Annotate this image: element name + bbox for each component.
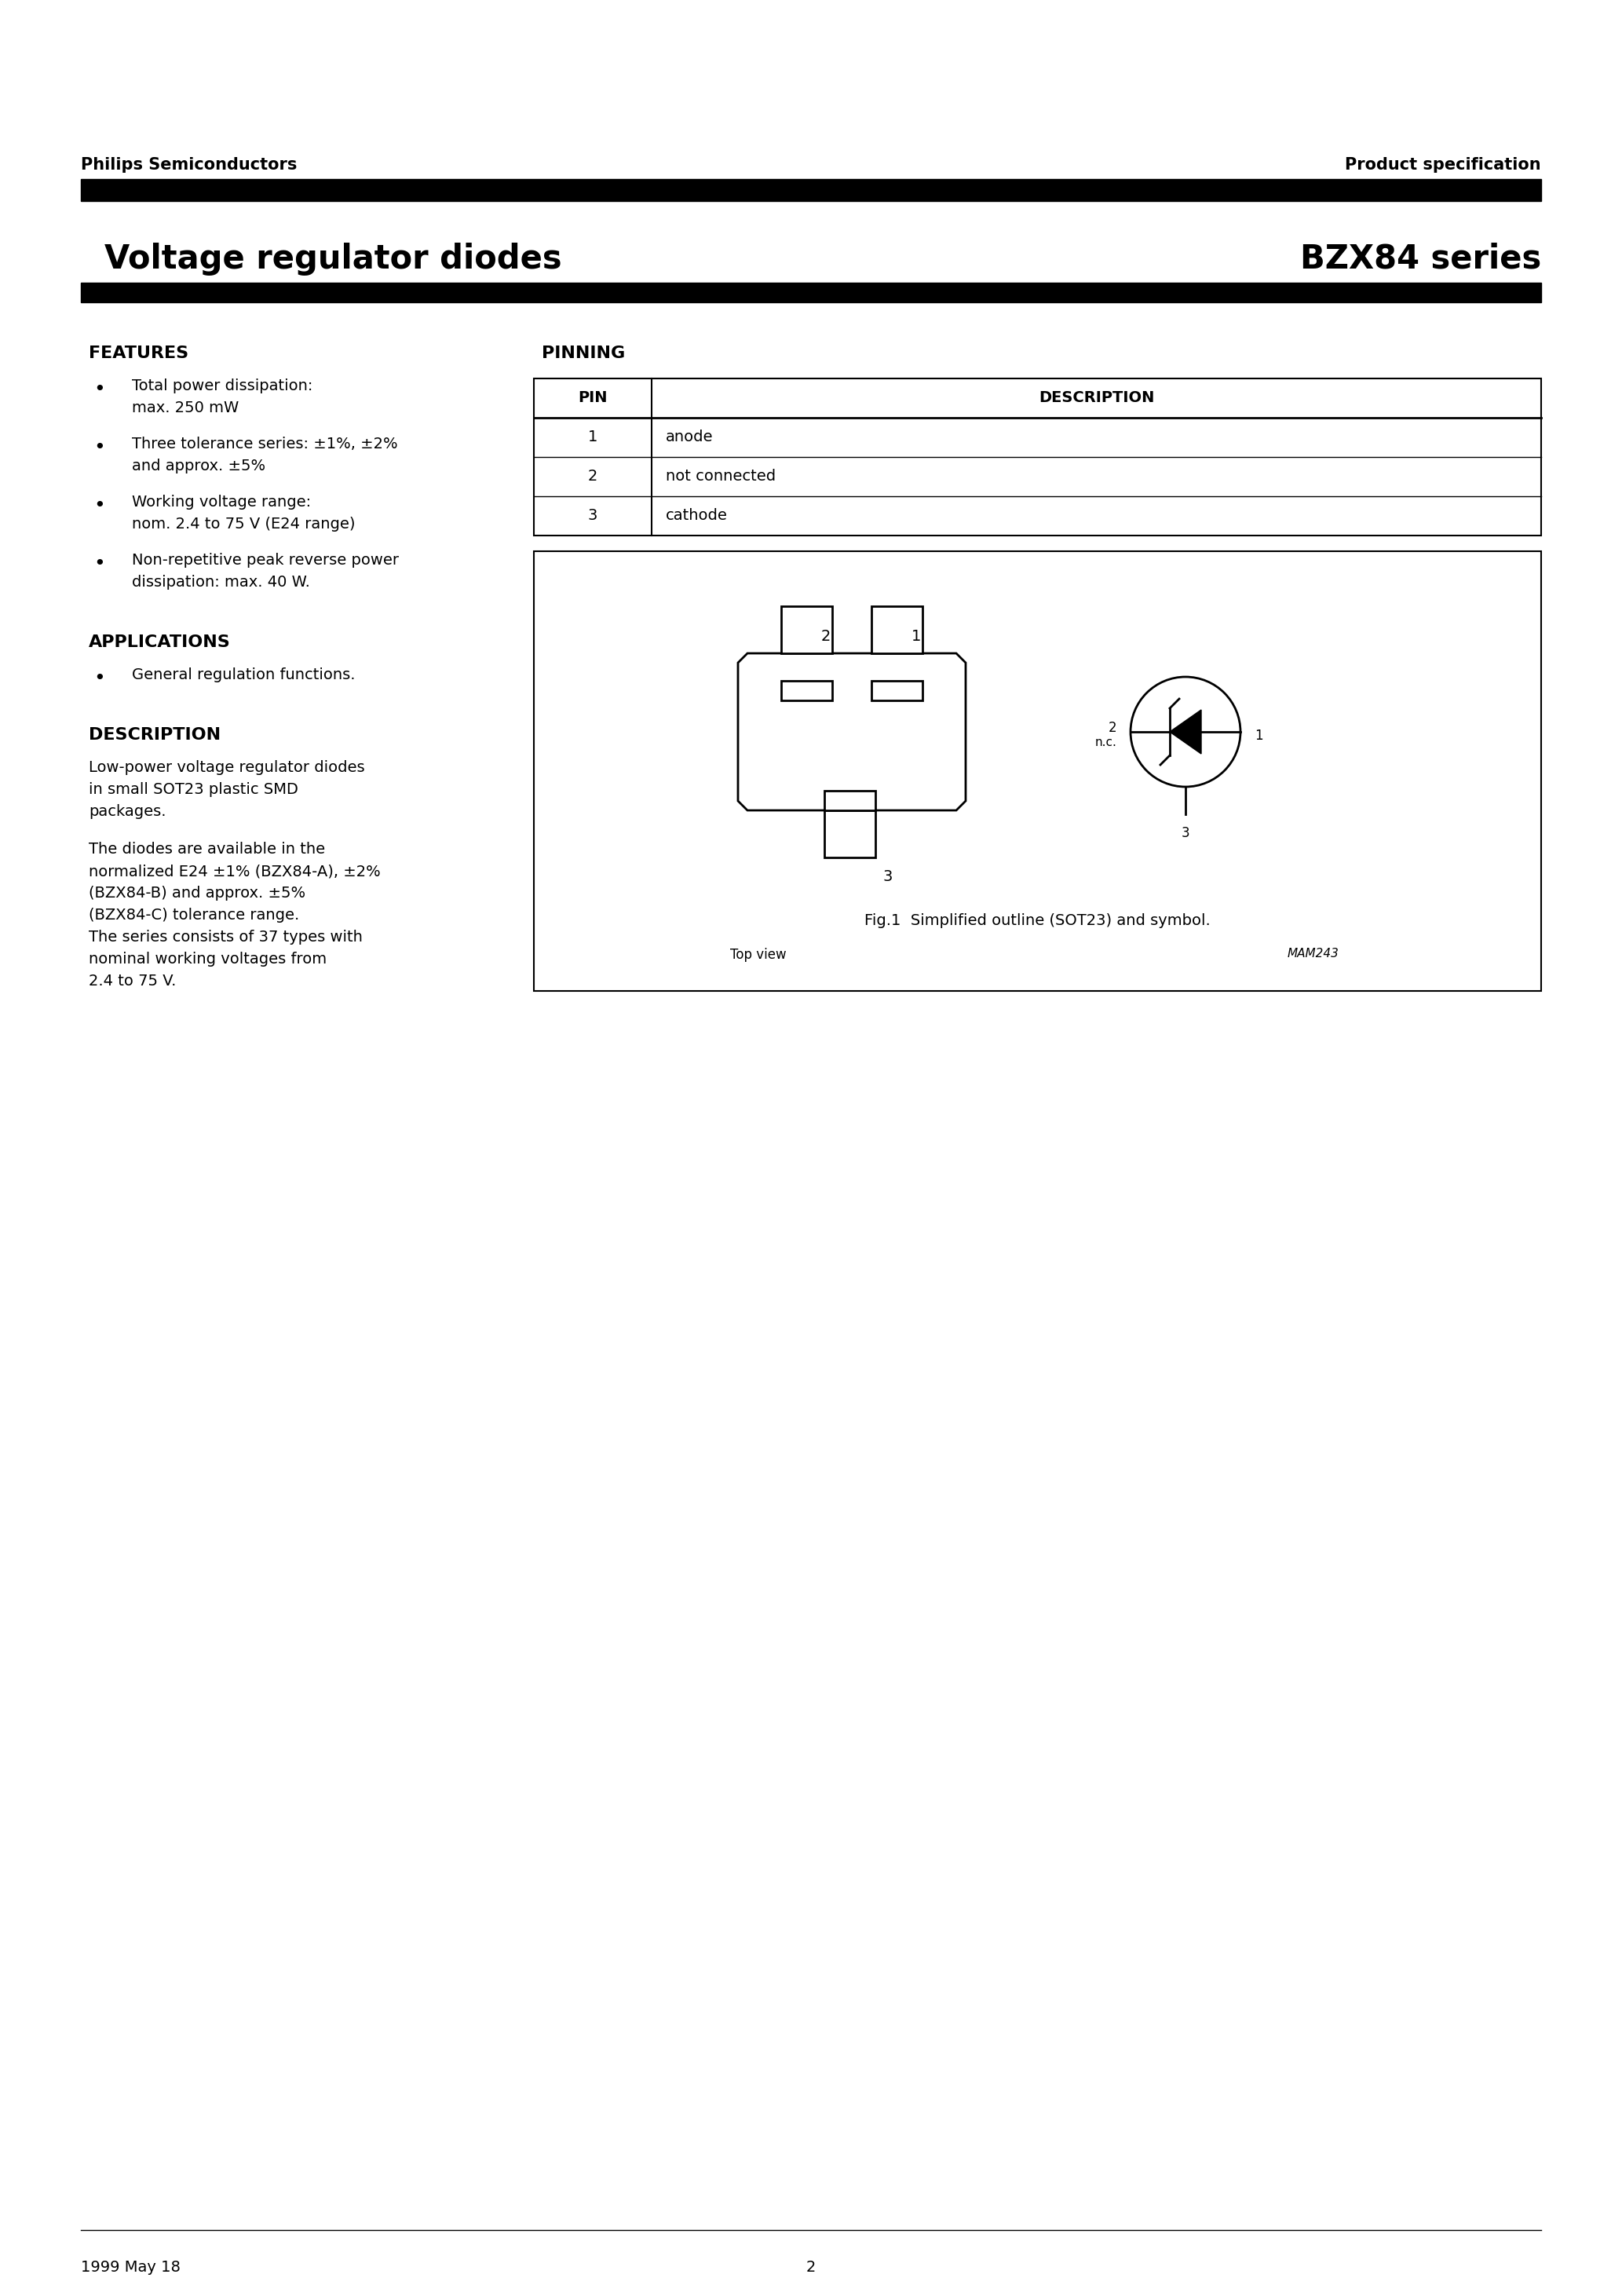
Text: dissipation: max. 40 W.: dissipation: max. 40 W. — [131, 574, 310, 590]
Text: 1: 1 — [912, 629, 921, 643]
Bar — [782, 606, 832, 654]
Text: APPLICATIONS: APPLICATIONS — [89, 634, 230, 650]
Text: Top view: Top view — [730, 948, 787, 962]
Bar — [534, 379, 1541, 535]
Text: Voltage regulator diodes: Voltage regulator diodes — [104, 243, 561, 276]
Text: nom. 2.4 to 75 V (E24 range): nom. 2.4 to 75 V (E24 range) — [131, 517, 355, 533]
Text: The series consists of 37 types with: The series consists of 37 types with — [89, 930, 363, 944]
Text: DESCRIPTION: DESCRIPTION — [89, 728, 221, 744]
Text: 1: 1 — [587, 429, 597, 445]
Text: •: • — [94, 668, 105, 689]
Text: 2: 2 — [821, 629, 830, 643]
Text: Non-repetitive peak reverse power: Non-repetitive peak reverse power — [131, 553, 399, 567]
Text: PIN: PIN — [577, 390, 608, 406]
Text: max. 250 mW: max. 250 mW — [131, 400, 238, 416]
Text: 3: 3 — [884, 870, 894, 884]
Text: BZX84 series: BZX84 series — [1299, 243, 1541, 276]
Text: General regulation functions.: General regulation functions. — [131, 668, 355, 682]
Text: Three tolerance series: ±1%, ±2%: Three tolerance series: ±1%, ±2% — [131, 436, 397, 452]
Text: 3: 3 — [1181, 827, 1189, 840]
Text: (BZX84-C) tolerance range.: (BZX84-C) tolerance range. — [89, 907, 300, 923]
Bar — [782, 682, 832, 700]
Text: 2: 2 — [806, 2259, 816, 2275]
Text: PINNING: PINNING — [542, 344, 624, 360]
Bar — [81, 282, 1541, 303]
Text: FEATURES: FEATURES — [89, 344, 188, 360]
Text: 2: 2 — [587, 468, 597, 484]
Text: Total power dissipation:: Total power dissipation: — [131, 379, 313, 393]
Text: not connected: not connected — [665, 468, 775, 484]
Text: Philips Semiconductors: Philips Semiconductors — [81, 156, 297, 172]
Bar — [81, 179, 1541, 202]
Bar — [534, 551, 1541, 992]
Text: 3: 3 — [587, 507, 597, 523]
Text: •: • — [94, 439, 105, 457]
Text: n.c.: n.c. — [1095, 737, 1116, 748]
Text: (BZX84-B) and approx. ±5%: (BZX84-B) and approx. ±5% — [89, 886, 305, 900]
Bar — [824, 810, 876, 856]
Text: in small SOT23 plastic SMD: in small SOT23 plastic SMD — [89, 783, 298, 797]
Text: normalized E24 ±1% (BZX84-A), ±2%: normalized E24 ±1% (BZX84-A), ±2% — [89, 863, 381, 879]
Text: •: • — [94, 496, 105, 514]
Polygon shape — [1169, 709, 1202, 753]
Text: and approx. ±5%: and approx. ±5% — [131, 459, 266, 473]
Text: DESCRIPTION: DESCRIPTION — [1038, 390, 1155, 406]
Text: nominal working voltages from: nominal working voltages from — [89, 953, 326, 967]
Text: •: • — [94, 381, 105, 400]
Text: MAM243: MAM243 — [1288, 948, 1340, 960]
Text: 2: 2 — [1108, 721, 1116, 735]
Text: 2.4 to 75 V.: 2.4 to 75 V. — [89, 974, 177, 990]
Text: cathode: cathode — [665, 507, 728, 523]
Text: Product specification: Product specification — [1345, 156, 1541, 172]
Text: 1: 1 — [1254, 728, 1264, 744]
Text: •: • — [94, 553, 105, 574]
Text: anode: anode — [665, 429, 714, 445]
Text: packages.: packages. — [89, 804, 165, 820]
Text: 1999 May 18: 1999 May 18 — [81, 2259, 180, 2275]
Text: Fig.1  Simplified outline (SOT23) and symbol.: Fig.1 Simplified outline (SOT23) and sym… — [865, 914, 1210, 928]
Bar — [871, 606, 923, 654]
Text: The diodes are available in the: The diodes are available in the — [89, 843, 324, 856]
Bar — [871, 682, 923, 700]
Text: Low-power voltage regulator diodes: Low-power voltage regulator diodes — [89, 760, 365, 776]
Bar — [824, 790, 876, 810]
Text: Working voltage range:: Working voltage range: — [131, 494, 311, 510]
